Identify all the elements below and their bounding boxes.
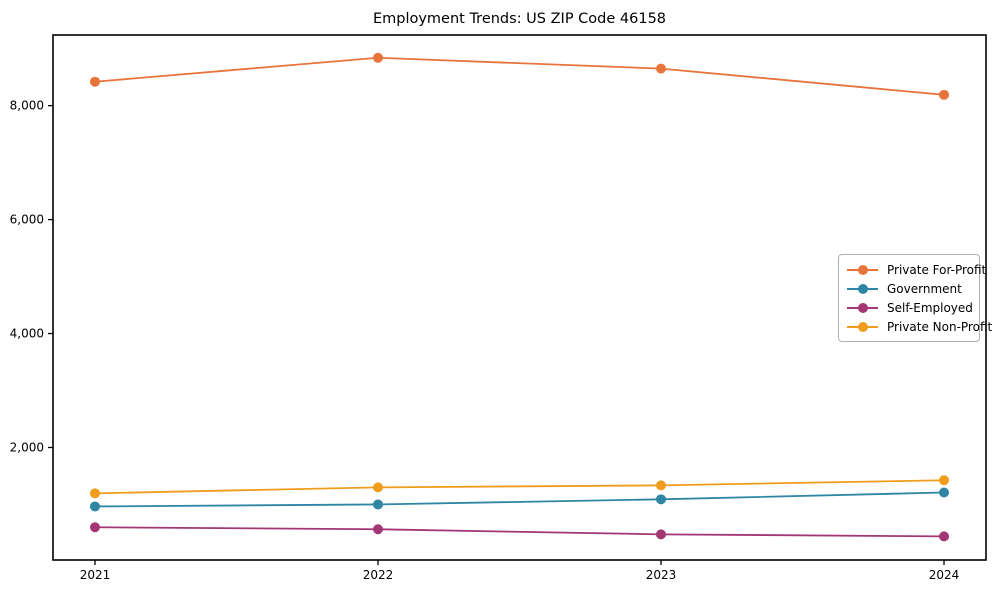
legend-item: Private For-Profit <box>847 260 986 279</box>
y-tick-label: 2,000 <box>10 440 44 454</box>
series-marker-self-employed <box>89 522 100 533</box>
legend-line-marker-icon <box>847 264 878 275</box>
plot-frame <box>52 34 987 561</box>
legend: Private For-Profit Government Self-Employe… <box>838 254 992 342</box>
y-tick-label: 4,000 <box>10 327 44 341</box>
series-line-private-for-profit <box>94 56 945 96</box>
legend-line-marker-icon <box>847 283 878 294</box>
series-marker-private-non-profit <box>656 480 667 491</box>
chart-title: Employment Trends: US ZIP Code 46158 <box>372 11 667 27</box>
series-marker-private-for-profit <box>89 76 100 87</box>
series-marker-private-for-profit <box>372 52 383 63</box>
x-tick-label: 2021 <box>80 568 111 582</box>
series-marker-private-for-profit <box>939 89 950 100</box>
x-tick-label: 2022 <box>363 568 394 582</box>
series-marker-private-for-profit <box>656 63 667 74</box>
x-tick-label: 2023 <box>646 568 677 582</box>
legend-line-marker-icon <box>847 302 878 313</box>
series-line-self-employed <box>94 526 945 538</box>
legend-label: Government <box>887 281 962 296</box>
y-tick-label: 8,000 <box>10 99 44 113</box>
series-marker-private-non-profit <box>89 488 100 499</box>
series-marker-private-non-profit <box>372 482 383 493</box>
legend-label: Private Non-Profit <box>887 319 993 334</box>
legend-line-marker-icon <box>847 321 878 332</box>
legend-item: Government <box>847 279 971 298</box>
legend-item: Private Non-Profit <box>847 317 992 336</box>
legend-label: Self-Employed <box>887 300 973 315</box>
series-marker-private-non-profit <box>939 475 950 486</box>
legend-label: Private For-Profit <box>887 262 987 277</box>
series-marker-self-employed <box>372 524 383 535</box>
series-line-government <box>94 491 945 508</box>
series-marker-government <box>939 487 950 498</box>
series-marker-self-employed <box>939 531 950 542</box>
series-marker-government <box>656 494 667 505</box>
series-marker-government <box>89 501 100 512</box>
series-marker-self-employed <box>656 529 667 540</box>
x-tick-label: 2024 <box>929 568 960 582</box>
y-tick-label: 6,000 <box>10 213 44 227</box>
series-line-private-non-profit <box>94 479 945 495</box>
series-marker-government <box>372 499 383 510</box>
legend-item: Self-Employed <box>847 298 973 317</box>
